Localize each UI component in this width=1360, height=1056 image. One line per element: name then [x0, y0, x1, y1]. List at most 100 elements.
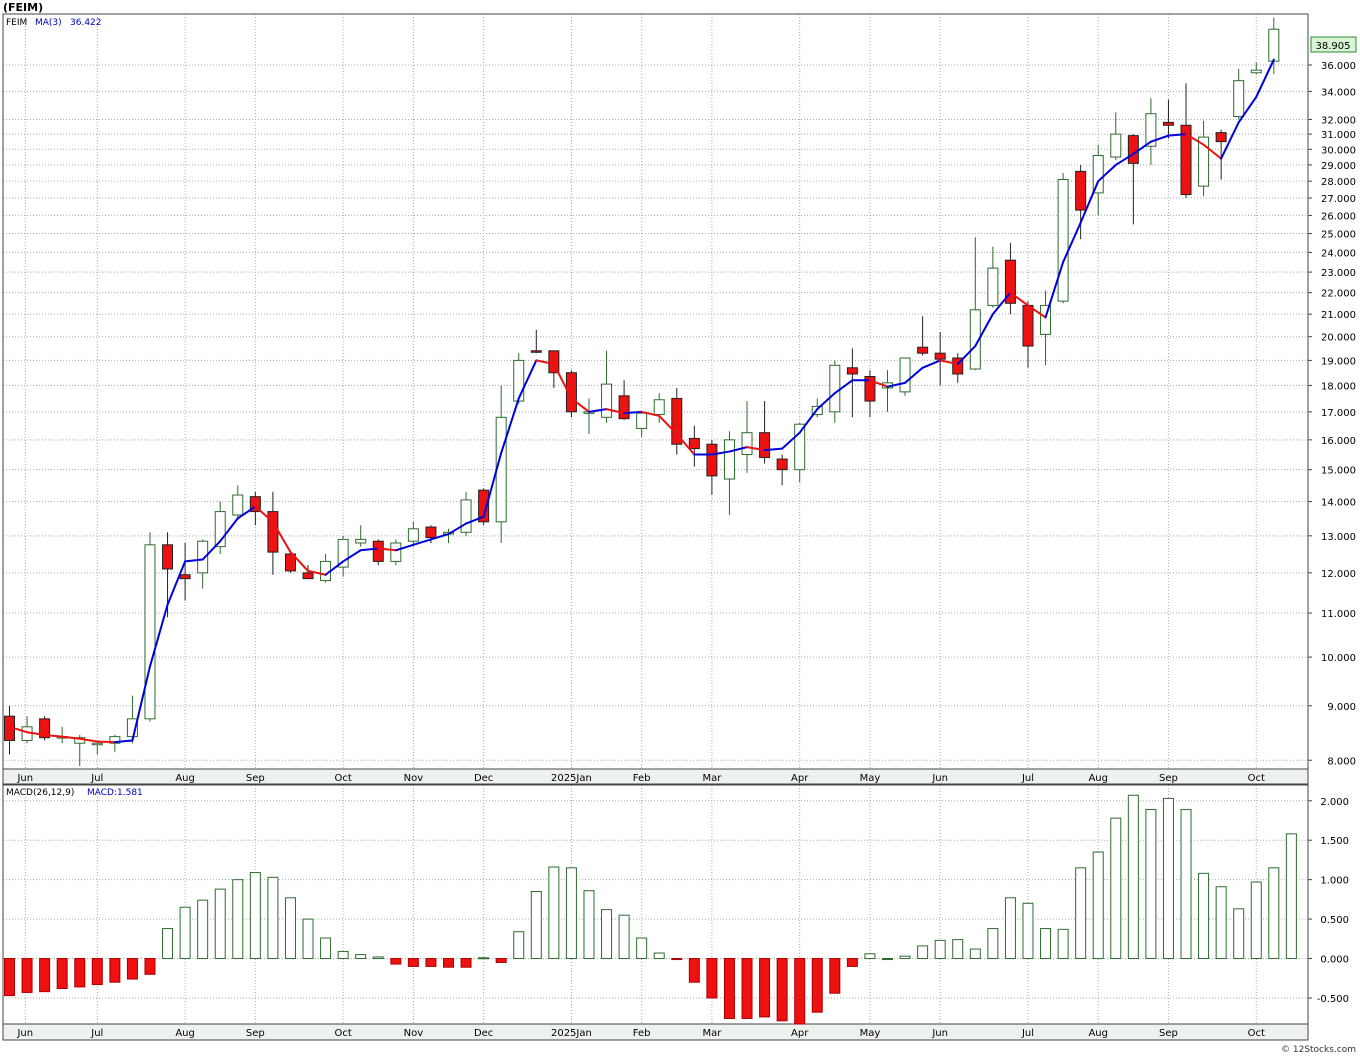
candle-body-down	[776, 458, 788, 471]
macd-bar-negative	[126, 958, 138, 980]
candle-body-up	[1198, 136, 1210, 187]
candle-body-up	[1057, 179, 1069, 302]
ma-segment	[1255, 58, 1275, 98]
ma-segment	[675, 433, 696, 456]
candle	[653, 393, 665, 423]
macd-bar-positive	[636, 937, 648, 960]
candle	[1250, 62, 1262, 75]
macd-month-label: Mar	[702, 1028, 722, 1039]
price-x-axis-labels: Jun Jul Aug Sep Oct Nov Dec 2025Jan Feb Mar Apr May…	[16, 773, 1264, 784]
candle	[284, 550, 296, 573]
candle	[232, 485, 244, 519]
macd-bar-positive	[1215, 886, 1227, 960]
macd-bar-positive	[1285, 833, 1297, 960]
candle-body-down	[688, 437, 700, 450]
macd-bar-positive	[1250, 881, 1262, 960]
candle-body-down	[425, 526, 437, 539]
macd-tick-label: -0.500	[1317, 994, 1349, 1005]
ma-segment	[798, 408, 819, 434]
candle	[1110, 112, 1122, 161]
price-month-label: 2025Jan	[551, 773, 592, 784]
macd-month-label: Aug	[175, 1028, 195, 1039]
macd-bar-positive	[267, 876, 279, 960]
macd-bar-negative	[390, 958, 402, 965]
price-month-label: Nov	[404, 773, 424, 784]
macd-bar-positive	[179, 906, 191, 960]
macd-month-label: Jul	[90, 1028, 103, 1039]
price-month-label: Sep	[1159, 773, 1178, 784]
price-month-label: Mar	[702, 773, 722, 784]
candle	[1233, 68, 1245, 120]
candle-body-up	[636, 412, 648, 429]
legend-symbol: FEIM	[6, 18, 27, 28]
candle-body-up	[197, 540, 209, 574]
candle	[109, 734, 121, 752]
macd-month-label: Oct	[334, 1028, 351, 1039]
ma-segment	[377, 547, 397, 552]
candle-body-up	[337, 538, 349, 568]
price-date-axis	[2, 768, 1309, 785]
macd-bar-negative	[56, 958, 68, 990]
candle-body-up	[513, 359, 525, 402]
candle	[126, 695, 138, 744]
price-month-label: Jun	[16, 773, 33, 784]
macd-bar-positive	[934, 939, 946, 960]
candle	[56, 726, 68, 744]
price-tick-label: 34.000	[1321, 87, 1356, 98]
macd-bar-positive	[1180, 808, 1192, 960]
price-tick-label: 23.000	[1321, 268, 1356, 279]
candle	[952, 353, 964, 383]
ma-segment	[728, 446, 749, 453]
price-tick-label: 25.000	[1321, 230, 1356, 241]
candle	[969, 237, 981, 371]
macd-bar-negative	[811, 958, 823, 1013]
ma-segment	[96, 740, 116, 744]
macd-bar-positive	[917, 945, 929, 960]
macd-date-axis	[2, 1023, 1309, 1041]
ma-segment	[219, 517, 239, 543]
candle	[144, 532, 156, 722]
candle	[1022, 301, 1034, 368]
candle-body-up	[653, 399, 665, 416]
candle-body-up	[1268, 28, 1280, 62]
candlestick-series	[4, 17, 1280, 767]
price-tick-label: 26.000	[1321, 211, 1356, 222]
price-panel	[2, 13, 1309, 785]
candle-body-down	[1004, 259, 1016, 304]
ma-segment	[939, 359, 959, 366]
candle	[987, 246, 999, 308]
candle-body-down	[284, 553, 296, 572]
macd-bar-negative	[39, 958, 51, 993]
candle	[548, 350, 560, 388]
macd-bar-positive	[1022, 902, 1034, 960]
candle-body-up	[601, 383, 613, 418]
macd-bar-positive	[1057, 928, 1069, 960]
candle	[917, 316, 929, 356]
ma-segment	[763, 447, 784, 452]
ma-segment	[8, 725, 29, 734]
candle-body-up	[495, 416, 507, 523]
ma-segment	[746, 446, 766, 452]
price-tick-label: 17.000	[1321, 408, 1356, 419]
price-month-label: Oct	[334, 773, 351, 784]
candle	[846, 348, 858, 418]
ma-segment	[359, 547, 380, 552]
candle-body-down	[548, 350, 560, 374]
ma-segment	[517, 359, 538, 400]
price-tick-label: 14.000	[1321, 498, 1356, 509]
macd-month-label: Apr	[791, 1028, 809, 1039]
ma-segment	[1237, 95, 1258, 124]
candle-body-down	[372, 540, 384, 562]
candle-body-up	[1110, 133, 1122, 158]
ma-segment	[658, 414, 678, 436]
candle-body-down	[952, 357, 964, 375]
macd-bar-negative	[829, 958, 841, 994]
price-month-label: Jun	[931, 773, 948, 784]
macd-bar-negative	[21, 958, 33, 993]
candle-body-up	[91, 742, 103, 746]
macd-bar-negative	[443, 958, 454, 968]
candle	[214, 501, 226, 554]
macd-bar-positive	[197, 899, 209, 960]
candle-body-down	[530, 350, 542, 353]
